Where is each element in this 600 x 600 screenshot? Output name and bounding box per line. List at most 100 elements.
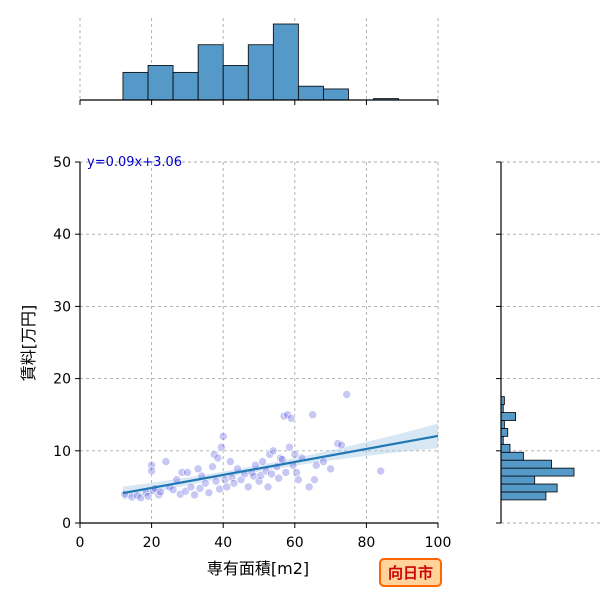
data-point — [281, 468, 291, 477]
data-point — [209, 450, 219, 459]
data-point — [290, 450, 300, 459]
data-point — [201, 478, 210, 488]
data-point — [226, 457, 235, 466]
data-point — [222, 482, 232, 492]
data-point — [208, 462, 217, 471]
data-point — [265, 450, 275, 459]
right-histogram-bar — [500, 451, 524, 461]
top-histogram-bar — [247, 44, 274, 101]
top-histogram-bar — [122, 71, 149, 101]
data-point — [249, 471, 258, 481]
scatter-panel: 0 20 40 60 80 100 0 10 20 30 40 50 y=0.09x+3.06 専有… — [19, 155, 451, 578]
y-tick-label: 0 — [62, 516, 71, 532]
x-tick-labels: 0 20 40 60 80 100 — [76, 535, 452, 551]
data-point — [147, 466, 156, 476]
data-point — [204, 488, 214, 497]
data-point — [258, 457, 267, 466]
data-point — [292, 468, 301, 477]
data-point — [319, 457, 328, 466]
data-point — [277, 455, 287, 464]
data-point — [283, 410, 292, 420]
regression-confidence-band — [123, 423, 438, 500]
y-tick-label: 50 — [53, 155, 71, 171]
data-point — [229, 478, 239, 488]
x-tick-label: 60 — [286, 535, 304, 551]
data-point — [326, 464, 335, 474]
data-point — [274, 473, 283, 483]
city-badge-box — [379, 558, 442, 587]
data-point — [304, 482, 314, 492]
right-histogram — [496, 161, 600, 524]
data-point — [156, 487, 165, 497]
y-tick-label: 40 — [53, 227, 71, 243]
x-tick-label: 40 — [214, 535, 232, 551]
y-tick-label: 10 — [53, 444, 71, 460]
top-histogram-bars — [122, 23, 400, 101]
regression-equation: y=0.09x+3.06 — [87, 155, 182, 170]
data-point — [217, 442, 226, 452]
data-point — [136, 493, 146, 503]
data-point — [376, 466, 386, 476]
data-point — [243, 482, 253, 492]
data-point — [263, 482, 273, 492]
city-badge: 向日市 — [379, 558, 442, 587]
x-tick-label: 0 — [76, 535, 85, 551]
data-point — [286, 414, 296, 423]
data-point — [127, 492, 137, 502]
data-point — [161, 457, 171, 466]
right-histogram-bar — [500, 467, 575, 477]
data-point — [186, 482, 196, 492]
right-histogram-bar — [500, 428, 509, 437]
data-point — [342, 390, 352, 399]
data-point — [285, 442, 294, 452]
x-tick-label: 80 — [357, 535, 375, 551]
data-point — [220, 475, 230, 484]
top-histogram-axis — [79, 99, 439, 105]
regression-line — [122, 434, 439, 495]
top-histogram-bar — [272, 23, 299, 101]
top-histogram-bar — [297, 85, 324, 101]
data-point — [175, 489, 185, 499]
data-point — [311, 460, 321, 470]
data-point — [193, 464, 203, 474]
top-histogram-bar — [222, 65, 249, 101]
scatter-axes — [75, 161, 439, 528]
top-histogram-bar — [323, 88, 349, 101]
y-tick-labels: 0 10 20 30 40 50 — [53, 155, 71, 532]
data-point — [310, 475, 319, 484]
data-point — [218, 432, 228, 441]
data-point — [183, 468, 192, 477]
top-histogram-bar — [172, 71, 199, 101]
data-point — [213, 453, 223, 463]
right-histogram-bar — [500, 459, 552, 469]
data-point — [294, 475, 303, 484]
data-point — [215, 484, 224, 494]
right-histogram-bars — [500, 396, 575, 501]
data-point — [190, 490, 199, 500]
top-histogram — [79, 18, 439, 105]
data-point — [337, 440, 346, 450]
data-point — [143, 491, 153, 501]
y-axis-title: 賃料[万円] — [19, 305, 38, 382]
right-histogram-bar — [500, 475, 536, 485]
data-point — [308, 410, 318, 420]
right-histogram-bar — [500, 443, 511, 453]
right-histogram-bar — [500, 491, 547, 501]
data-point — [267, 469, 276, 479]
regression-line-group — [122, 434, 439, 495]
data-point — [211, 476, 221, 486]
right-histogram-grid — [501, 161, 600, 524]
right-histogram-axis — [496, 161, 502, 524]
x-tick-label: 100 — [425, 535, 452, 551]
data-point — [168, 485, 178, 495]
city-badge-label: 向日市 — [388, 564, 433, 582]
right-histogram-bar — [500, 412, 517, 421]
right-histogram-bar — [500, 483, 558, 493]
x-tick-label: 20 — [143, 535, 161, 551]
data-point — [269, 446, 278, 456]
y-tick-label: 20 — [53, 372, 71, 388]
y-tick-label: 30 — [53, 299, 71, 315]
data-point — [195, 484, 205, 493]
